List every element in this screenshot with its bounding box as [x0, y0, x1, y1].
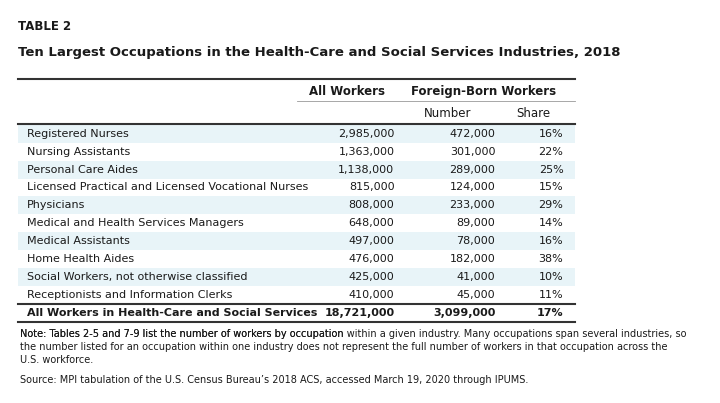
Text: 16%: 16%: [539, 129, 564, 139]
Text: 472,000: 472,000: [449, 129, 495, 139]
Text: Home Health Aides: Home Health Aides: [27, 254, 134, 264]
Text: Source: MPI tabulation of the U.S. Census Bureau’s 2018 ACS, accessed March 19, : Source: MPI tabulation of the U.S. Censu…: [19, 375, 528, 385]
Text: 16%: 16%: [539, 236, 564, 246]
Text: 1,363,000: 1,363,000: [338, 147, 395, 157]
Text: 1,138,000: 1,138,000: [338, 164, 395, 174]
Text: 89,000: 89,000: [456, 218, 495, 228]
Text: 497,000: 497,000: [348, 236, 395, 246]
FancyBboxPatch shape: [18, 161, 575, 179]
Text: 182,000: 182,000: [449, 254, 495, 264]
Text: 22%: 22%: [539, 147, 564, 157]
Text: 14%: 14%: [539, 218, 564, 228]
Text: Ten Largest Occupations in the Health-Care and Social Services Industries, 2018: Ten Largest Occupations in the Health-Ca…: [18, 46, 621, 59]
FancyBboxPatch shape: [18, 268, 575, 286]
FancyBboxPatch shape: [18, 286, 575, 303]
Text: 301,000: 301,000: [450, 147, 495, 157]
FancyBboxPatch shape: [18, 232, 575, 250]
Text: Registered Nurses: Registered Nurses: [27, 129, 128, 139]
FancyBboxPatch shape: [18, 179, 575, 196]
Text: 15%: 15%: [539, 183, 564, 193]
Text: 289,000: 289,000: [449, 164, 495, 174]
Text: 2,985,000: 2,985,000: [338, 129, 395, 139]
Text: 425,000: 425,000: [348, 272, 395, 282]
Text: Social Workers, not otherwise classified: Social Workers, not otherwise classified: [27, 272, 247, 282]
Text: 233,000: 233,000: [449, 200, 495, 210]
Text: 78,000: 78,000: [456, 236, 495, 246]
Text: 648,000: 648,000: [348, 218, 395, 228]
Text: 815,000: 815,000: [348, 183, 395, 193]
Text: 38%: 38%: [539, 254, 564, 264]
Text: 808,000: 808,000: [348, 200, 395, 210]
Text: 3,099,000: 3,099,000: [433, 307, 495, 318]
Text: Medical Assistants: Medical Assistants: [27, 236, 130, 246]
Text: Medical and Health Services Managers: Medical and Health Services Managers: [27, 218, 243, 228]
Text: 29%: 29%: [539, 200, 564, 210]
Text: TABLE 2: TABLE 2: [18, 20, 71, 33]
FancyBboxPatch shape: [18, 250, 575, 268]
Text: Number: Number: [424, 107, 472, 120]
Text: Personal Care Aides: Personal Care Aides: [27, 164, 138, 174]
Text: 45,000: 45,000: [456, 290, 495, 300]
Text: Licensed Practical and Licensed Vocational Nurses: Licensed Practical and Licensed Vocation…: [27, 183, 308, 193]
Text: Note: Tables 2-5 and 7-9 list the number of workers by occupation within a given: Note: Tables 2-5 and 7-9 list the number…: [19, 329, 686, 365]
FancyBboxPatch shape: [18, 196, 575, 214]
Text: 410,000: 410,000: [348, 290, 395, 300]
Text: Share: Share: [517, 107, 551, 120]
Text: 25%: 25%: [539, 164, 564, 174]
Text: Note: Tables 2-5 and 7-9 list the number of workers by occupation: Note: Tables 2-5 and 7-9 list the number…: [19, 329, 346, 339]
FancyBboxPatch shape: [18, 143, 575, 161]
Text: 17%: 17%: [537, 307, 564, 318]
Text: All Workers: All Workers: [309, 85, 385, 98]
Text: All Workers in Health-Care and Social Services: All Workers in Health-Care and Social Se…: [27, 307, 317, 318]
Text: Foreign-Born Workers: Foreign-Born Workers: [411, 85, 556, 98]
Text: 18,721,000: 18,721,000: [324, 307, 395, 318]
FancyBboxPatch shape: [18, 125, 575, 143]
Text: Physicians: Physicians: [27, 200, 85, 210]
Text: Nursing Assistants: Nursing Assistants: [27, 147, 130, 157]
Text: 10%: 10%: [539, 272, 564, 282]
Text: Receptionists and Information Clerks: Receptionists and Information Clerks: [27, 290, 232, 300]
Text: 11%: 11%: [539, 290, 564, 300]
Text: 124,000: 124,000: [449, 183, 495, 193]
FancyBboxPatch shape: [18, 214, 575, 232]
Text: 41,000: 41,000: [456, 272, 495, 282]
Text: 476,000: 476,000: [348, 254, 395, 264]
